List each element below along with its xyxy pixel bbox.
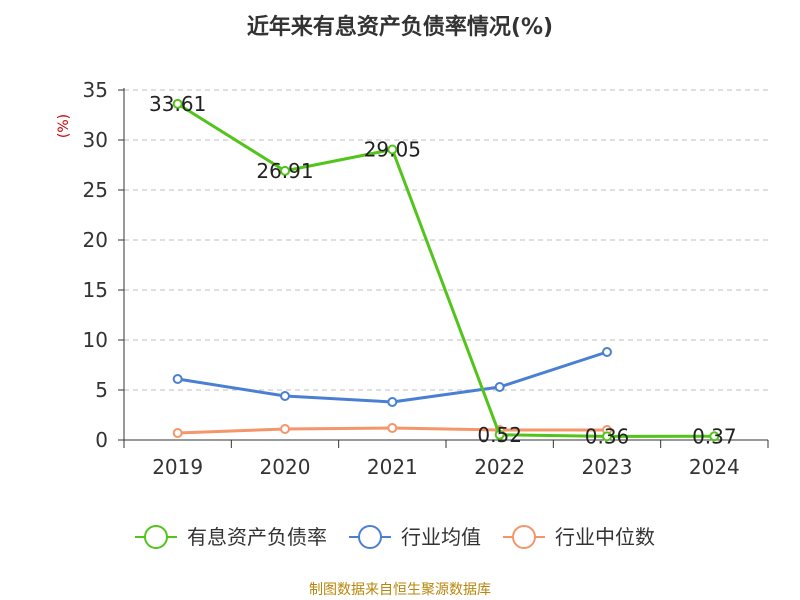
- legend-swatch-marker: [512, 525, 536, 549]
- y-tick-label: 35: [83, 78, 108, 102]
- data-label: 26.91: [256, 159, 313, 183]
- y-tick-label: 5: [95, 378, 108, 402]
- y-tick-label: 30: [83, 128, 108, 152]
- data-label: 0.36: [585, 424, 630, 448]
- chart-title: 近年来有息资产负债率情况(%): [247, 14, 553, 40]
- x-tick-label: 2022: [474, 455, 525, 479]
- data-label: 33.61: [149, 92, 206, 116]
- legend-label: 行业中位数: [555, 525, 655, 549]
- series-line: [176, 102, 715, 438]
- legend-swatch-marker: [144, 525, 168, 549]
- legend: 有息资产负债率 行业均值 行业中位数: [135, 525, 655, 549]
- data-label: 29.05: [364, 138, 421, 162]
- data-point: [709, 431, 720, 442]
- data-point: [602, 431, 612, 442]
- y-tick-label: 10: [83, 328, 108, 352]
- series-line: [177, 350, 608, 404]
- legend-swatch-marker: [358, 525, 382, 549]
- x-tick-label: 2021: [367, 455, 418, 479]
- series-lines: [172, 98, 720, 442]
- data-point: [280, 424, 290, 434]
- y-tick-label: 0: [95, 428, 108, 452]
- data-point: [172, 98, 183, 109]
- data-point: [602, 347, 612, 357]
- source-note: 制图数据来自恒生聚源数据库: [309, 582, 491, 598]
- y-tick-label: 25: [83, 178, 108, 202]
- data-point: [172, 374, 183, 384]
- data-point: [494, 382, 505, 392]
- legend-label: 有息资产负债率: [187, 525, 327, 549]
- data-labels: 33.61 26.91 29.05 0.52 0.36 0.37: [149, 92, 737, 448]
- data-point: [387, 423, 398, 433]
- y-tick-label: 15: [83, 278, 108, 302]
- y-tick-label: 20: [83, 228, 108, 252]
- legend-label: 行业均值: [401, 525, 481, 549]
- data-label: 0.52: [477, 423, 522, 447]
- data-point: [387, 397, 398, 407]
- y-axis-label: (%): [56, 114, 72, 138]
- data-label: 0.37: [692, 424, 737, 448]
- data-point: [280, 391, 290, 401]
- data-point: [172, 428, 183, 438]
- x-tick-label: 2024: [689, 455, 740, 479]
- data-point: [280, 165, 290, 176]
- axes: 0 5 10 15 20 25 30 35 2019 2020 2021 2022 2023 2024: [83, 78, 769, 479]
- x-tick-label: 2019: [152, 455, 203, 479]
- data-point: [494, 429, 505, 440]
- data-point: [387, 144, 398, 155]
- x-tick-label: 2020: [260, 455, 311, 479]
- x-tick-label: 2023: [582, 455, 633, 479]
- grid-lines: [124, 89, 768, 391]
